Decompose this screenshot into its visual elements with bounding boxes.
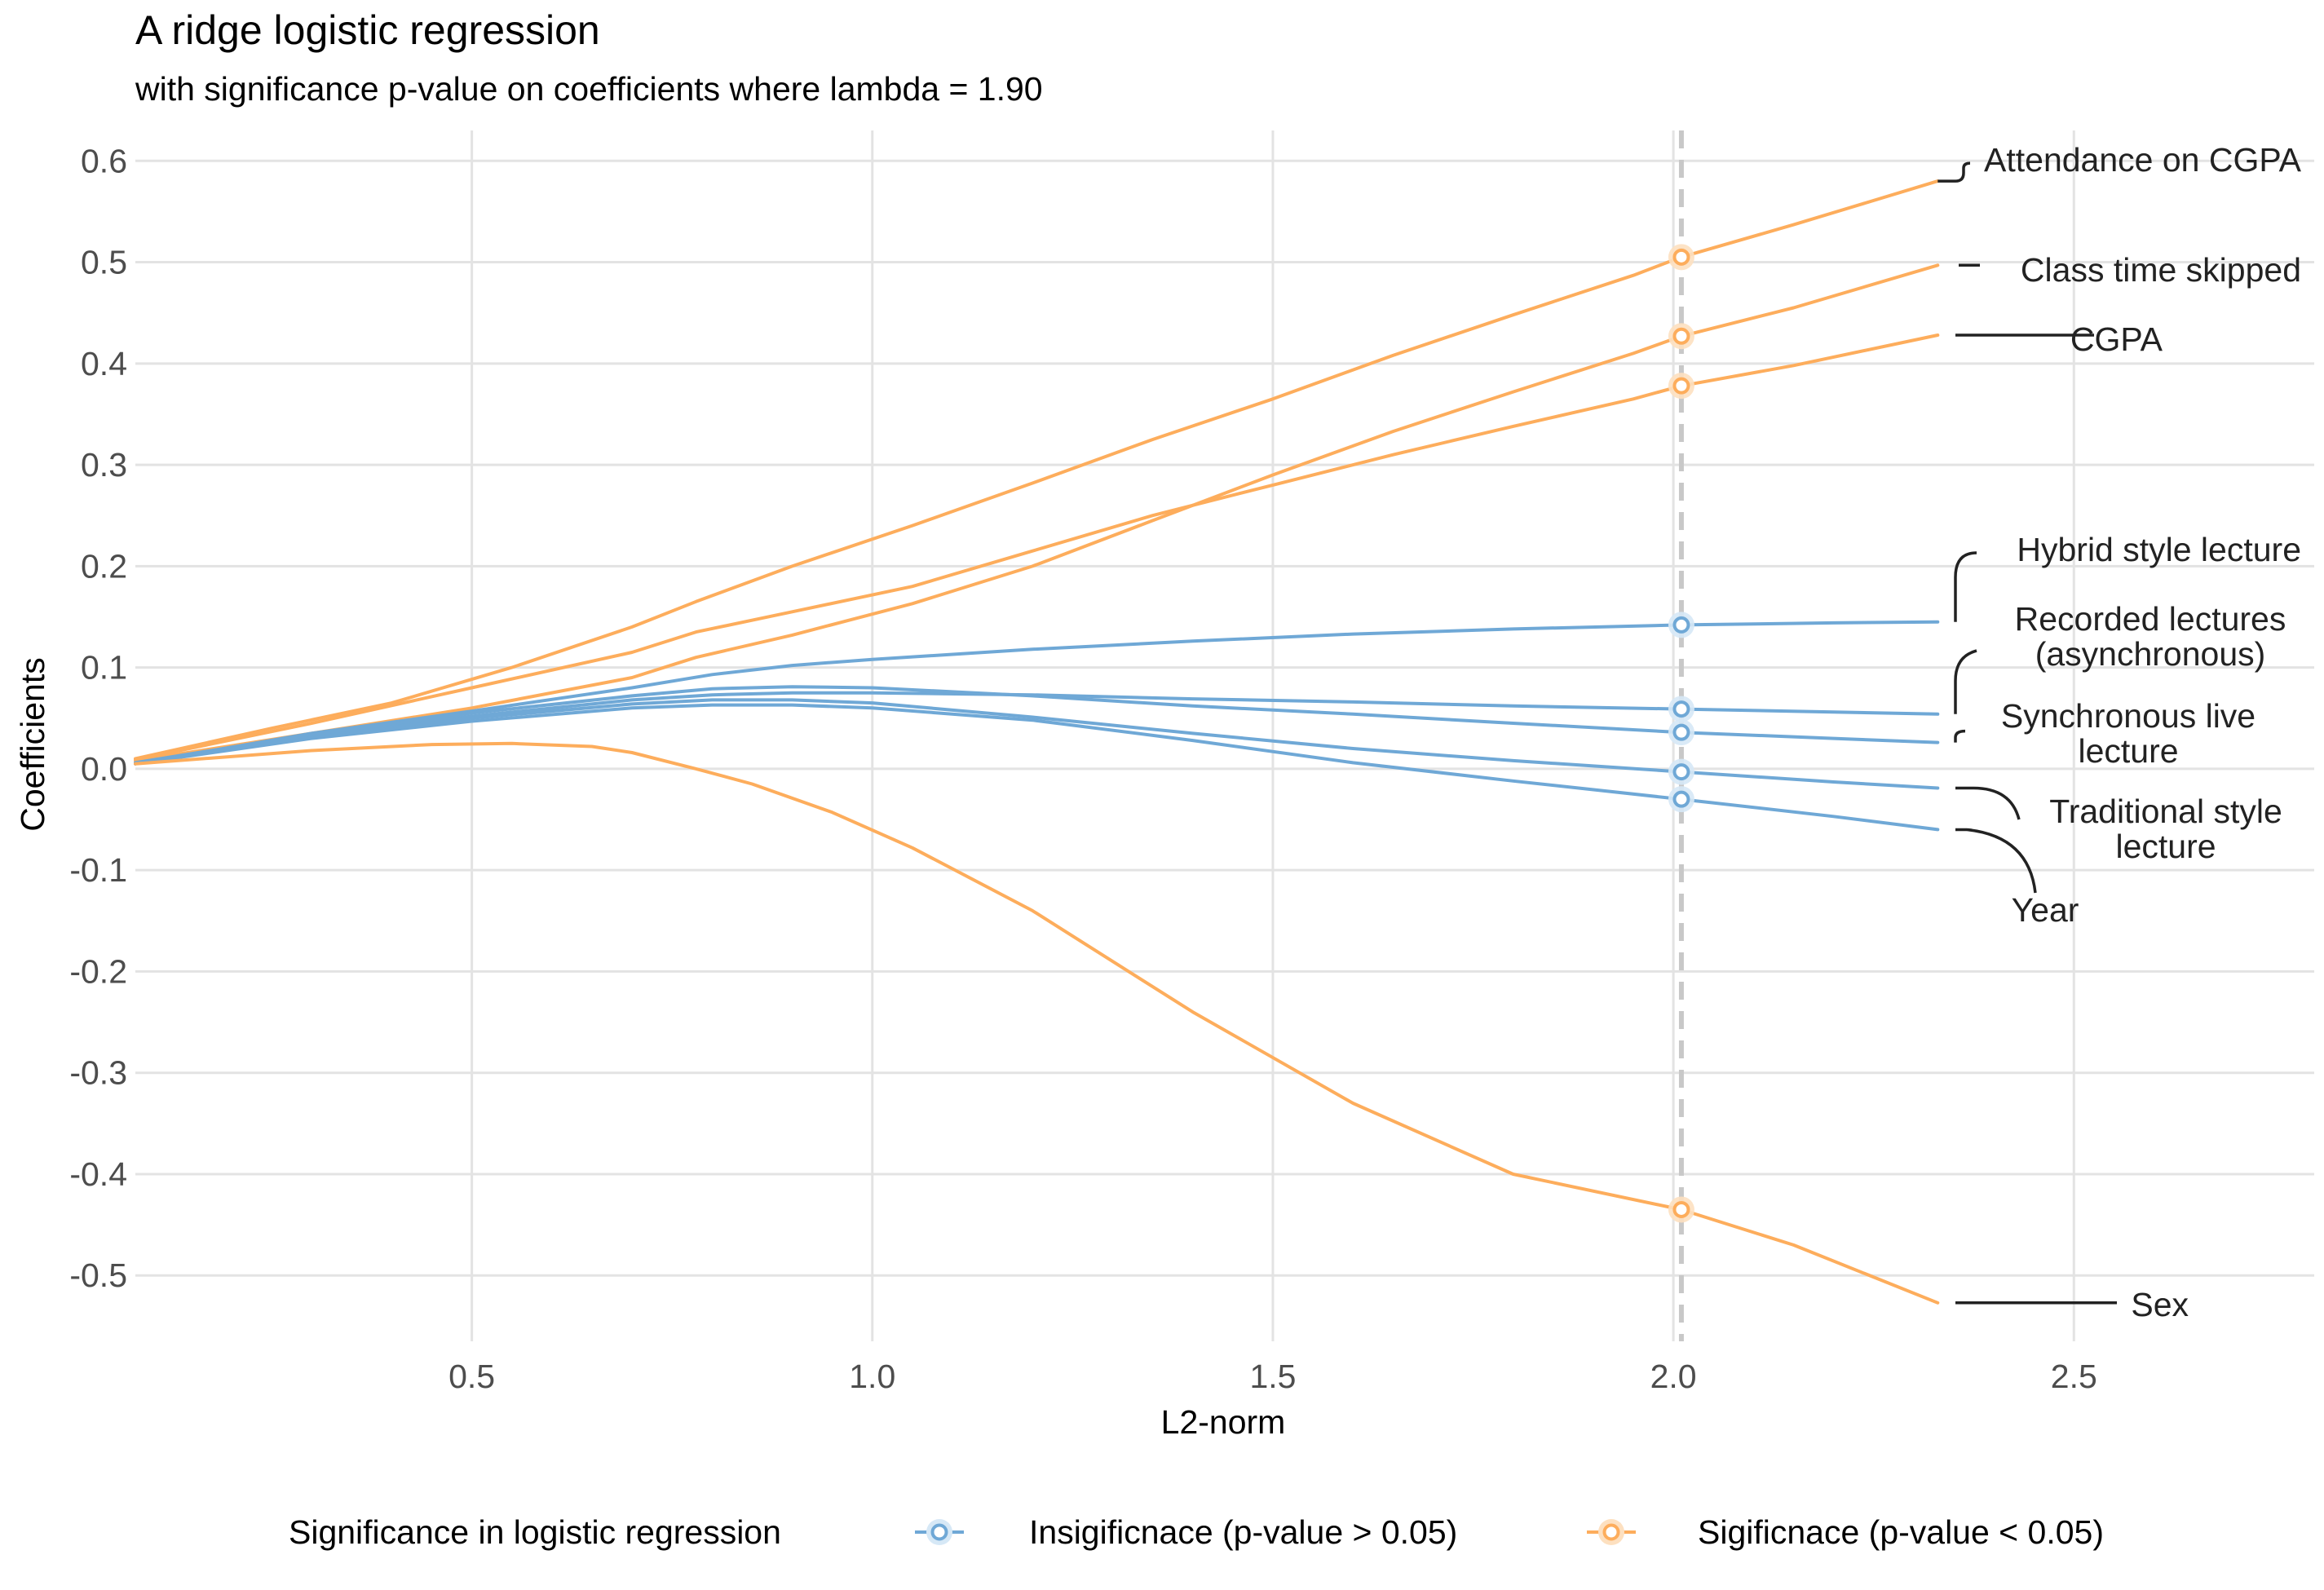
label-leader-line (1955, 828, 2037, 894)
series-marker (1672, 763, 1690, 781)
series-line (134, 620, 1940, 766)
x-tick-label: 0.5 (448, 1358, 495, 1395)
series-label: Traditional style (2049, 793, 2282, 830)
grid-layer (135, 130, 2314, 1341)
series-label: lecture (2078, 732, 2178, 770)
series-annotations-layer: Attendance on CGPA Class time skipped CGPA… (1937, 141, 2302, 1323)
series-line (134, 691, 1940, 766)
series-line (134, 333, 1940, 762)
series-marker (1672, 723, 1690, 741)
label-leader-line (1954, 729, 1966, 743)
series-label: lecture (2115, 828, 2216, 865)
x-tick-label: 1.0 (849, 1358, 895, 1395)
series-label: Attendance on CGPA (1984, 141, 2302, 179)
series-label: Hybrid style lecture (2017, 531, 2301, 568)
y-tick-label: -0.5 (69, 1257, 127, 1294)
series-line (134, 698, 1940, 790)
series-label: Class time skipped (2021, 251, 2301, 289)
label-leader-line (1955, 786, 2021, 820)
y-tick-label: -0.1 (69, 851, 127, 889)
y-axis-title: Coefficients (14, 657, 51, 831)
series-label: Recorded lectures (2015, 600, 2286, 638)
y-tick-label: 0.6 (81, 142, 127, 179)
y-tick-label: 0.4 (81, 345, 127, 382)
legend-key-marker (930, 1523, 948, 1541)
series-label: (asynchronous) (2035, 635, 2266, 673)
legend-title: Significance in logistic regression (289, 1513, 781, 1551)
series-marker (1672, 248, 1690, 266)
series-label: Synchronous live (2001, 697, 2256, 735)
legend-entry-label: Sigificnace (p-value < 0.05) (1698, 1513, 2104, 1551)
label-leader-line (1954, 649, 1977, 714)
series-line (134, 263, 1940, 762)
x-tick-label: 2.0 (1650, 1358, 1697, 1395)
series-marker (1672, 616, 1690, 634)
legend-entry-label: Insigificnace (p-value > 0.05) (1029, 1513, 1457, 1551)
legend: Significance in logistic regression Insi… (289, 1513, 2104, 1551)
series-line (134, 179, 1940, 761)
chart-title: A ridge logistic regression (135, 7, 600, 53)
series-marker (1672, 377, 1690, 395)
series-label: CGPA (2070, 320, 2163, 358)
y-tick-label: 0.2 (81, 547, 127, 585)
y-tick-label: 0.0 (81, 750, 127, 788)
series-label: Year (2012, 891, 2079, 929)
series-marker (1672, 790, 1690, 808)
series-lines-layer (134, 179, 1940, 1305)
chart-subtitle: with significance p-value on coefficient… (135, 70, 1043, 108)
x-tick-label: 1.5 (1249, 1358, 1296, 1395)
series-marker (1672, 327, 1690, 345)
series-marker (1672, 1200, 1690, 1218)
series-label: Sex (2131, 1286, 2189, 1323)
axis-layer: Coefficients L2-norm 0.6 0.5 0.4 0.3 0.2 0.1 0… (14, 142, 2097, 1441)
series-line (134, 741, 1940, 1305)
x-tick-label: 2.5 (2051, 1358, 2097, 1395)
y-tick-label: -0.4 (69, 1155, 127, 1193)
x-axis-title: L2-norm (1161, 1403, 1286, 1441)
legend-key-marker (1602, 1523, 1620, 1541)
series-marker (1672, 700, 1690, 718)
series-line (134, 685, 1940, 765)
label-leader-line (1937, 161, 1971, 183)
y-tick-label: 0.3 (81, 446, 127, 484)
markers-layer (1668, 244, 1694, 1223)
series-line (134, 703, 1940, 832)
y-tick-label: 0.1 (81, 649, 127, 687)
y-tick-label: 0.5 (81, 244, 127, 281)
y-tick-label: -0.3 (69, 1054, 127, 1092)
y-tick-label: -0.2 (69, 952, 127, 990)
label-leader-line (1954, 551, 1977, 622)
